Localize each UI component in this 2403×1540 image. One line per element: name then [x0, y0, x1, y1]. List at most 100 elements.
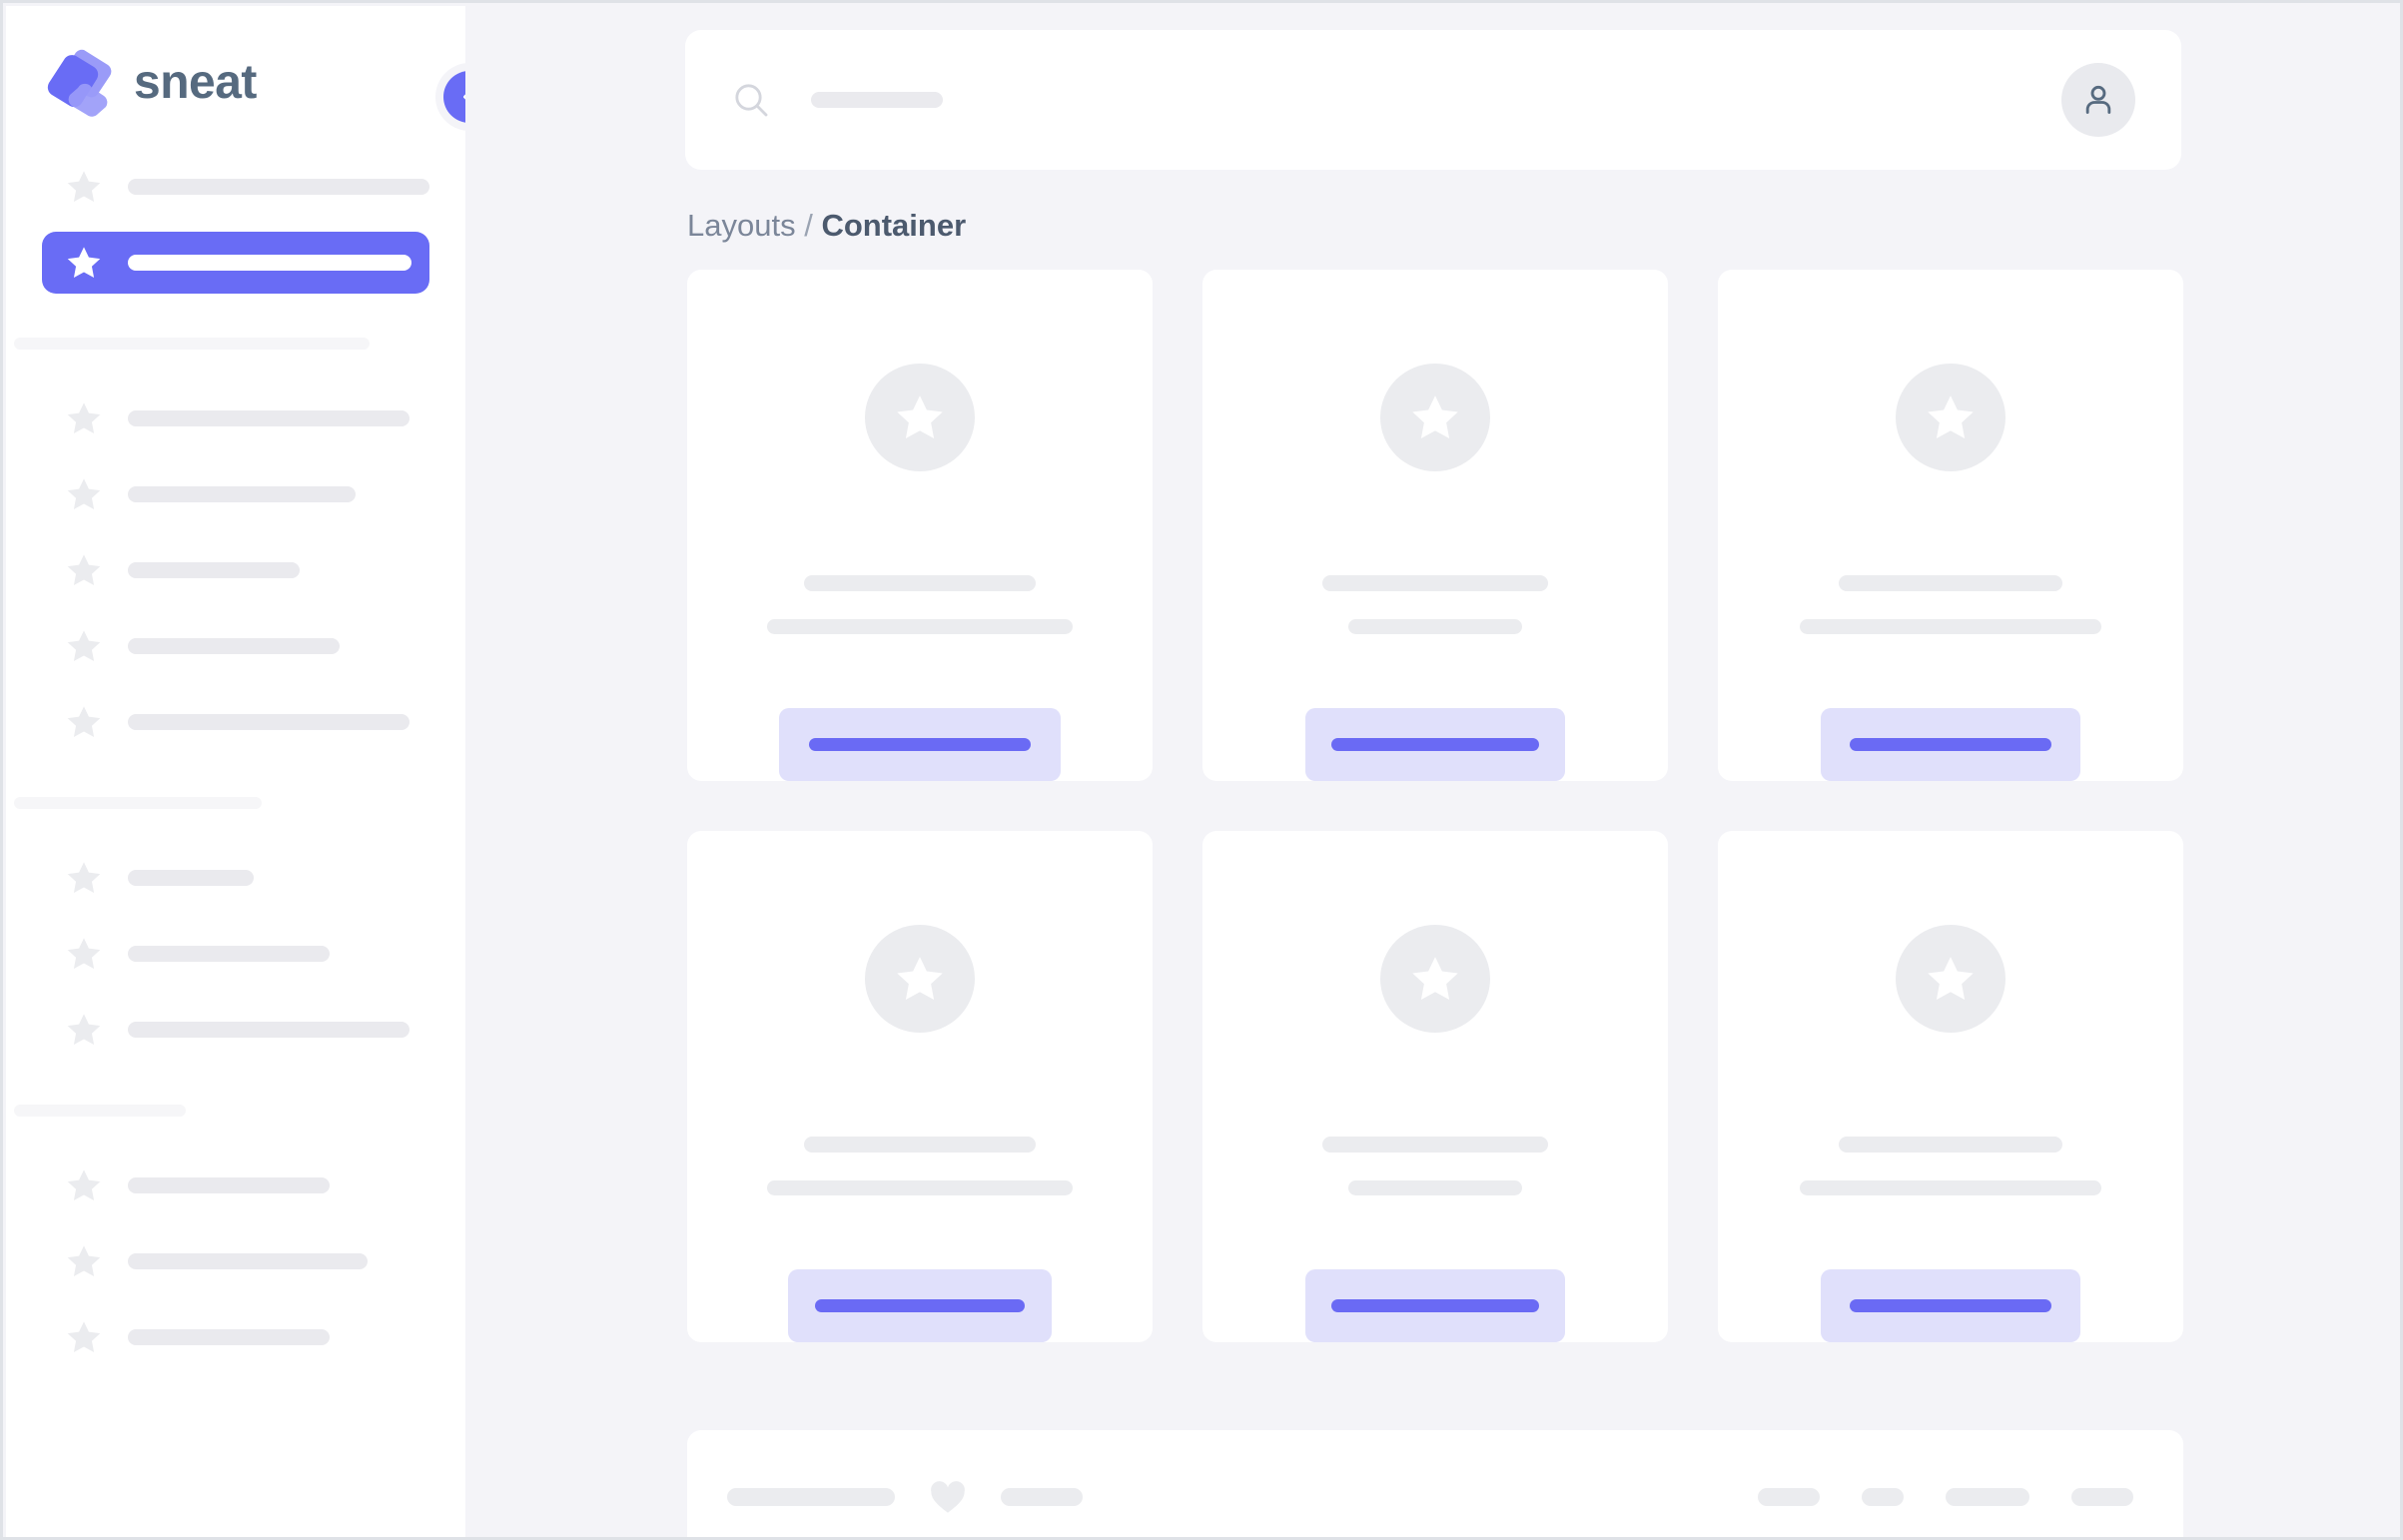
footer-bar [687, 1430, 2183, 1537]
footer-link-bar[interactable] [2071, 1488, 2133, 1506]
avatar[interactable] [2061, 63, 2135, 137]
card-subtitle-bar [767, 618, 1073, 635]
card-avatar [1380, 364, 1490, 471]
heart-icon[interactable] [927, 1476, 969, 1518]
footer-link-bar[interactable] [1862, 1488, 1904, 1506]
breadcrumb-parent[interactable]: Layouts [687, 208, 796, 243]
card-action-button[interactable] [1305, 1269, 1565, 1342]
card-action-button[interactable] [1821, 708, 2080, 781]
card-action-button[interactable] [1305, 708, 1565, 781]
sidebar: sneat [6, 6, 465, 1537]
content-card [1718, 831, 2183, 1342]
footer-bar-a [727, 1488, 895, 1506]
star-icon [1928, 395, 1974, 438]
sidebar-item-label-bar [128, 714, 409, 730]
footer-link-bar[interactable] [1946, 1488, 2029, 1506]
card-title-bar [1839, 1136, 2062, 1153]
sidebar-item[interactable] [42, 387, 429, 449]
card-avatar [1896, 364, 2005, 471]
star-icon [67, 402, 101, 433]
sidebar-nav [6, 156, 465, 1368]
star-icon [67, 1014, 101, 1045]
footer-bar-b [1001, 1488, 1083, 1506]
spacer [6, 1216, 465, 1230]
spacer [6, 677, 465, 691]
star-icon [67, 938, 101, 969]
sidebar-item-label-bar [128, 1253, 368, 1269]
card-action-button-label-bar [809, 738, 1031, 752]
sidebar-item[interactable] [42, 463, 429, 525]
sidebar-item-label-bar [128, 562, 300, 578]
topbar [685, 30, 2181, 170]
star-icon [1412, 395, 1458, 438]
spacer [6, 218, 465, 232]
spacer [6, 1292, 465, 1306]
footer-left-group [727, 1476, 1083, 1518]
card-avatar [1380, 925, 1490, 1033]
card-title-bar [1322, 574, 1548, 591]
sidebar-item-active[interactable] [42, 232, 429, 294]
star-icon [67, 630, 101, 661]
card-subtitle-bar [1348, 1179, 1522, 1196]
card-subtitle-bar [1800, 1179, 2101, 1196]
content-card [1718, 270, 2183, 781]
sidebar-item[interactable] [42, 1306, 429, 1368]
star-icon [67, 706, 101, 737]
card-title-bar [804, 1136, 1036, 1153]
card-title-bar [1322, 1136, 1548, 1153]
star-icon [67, 1321, 101, 1352]
card-action-button-label-bar [1850, 1299, 2051, 1313]
sidebar-item[interactable] [42, 999, 429, 1061]
spacer [6, 449, 465, 463]
breadcrumb-current: Container [821, 208, 967, 243]
sidebar-item[interactable] [42, 847, 429, 909]
sidebar-item[interactable] [42, 1230, 429, 1292]
sidebar-item-label-bar [128, 1022, 409, 1038]
star-icon [897, 395, 943, 438]
card-action-button-label-bar [1331, 738, 1539, 752]
sidebar-item[interactable] [42, 923, 429, 985]
card-subtitle-bar [1800, 618, 2101, 635]
sidebar-item[interactable] [42, 539, 429, 601]
star-icon [897, 957, 943, 1000]
card-avatar [865, 925, 975, 1033]
brand[interactable]: sneat [46, 48, 257, 118]
card-action-button[interactable] [1821, 1269, 2080, 1342]
card-action-button[interactable] [779, 708, 1061, 781]
sidebar-collapse-ring [435, 63, 465, 131]
card-action-button-label-bar [1331, 1299, 1539, 1313]
star-icon [67, 171, 101, 202]
spacer [6, 601, 465, 615]
sidebar-item[interactable] [42, 1155, 429, 1216]
content-card [687, 270, 1153, 781]
star-icon [67, 1245, 101, 1276]
sidebar-item[interactable] [42, 691, 429, 753]
search-placeholder-bar [811, 92, 943, 108]
sidebar-item-label-bar [128, 946, 330, 962]
card-avatar [865, 364, 975, 471]
sidebar-item-label-bar [128, 1329, 330, 1345]
sidebar-item-label-bar [128, 870, 254, 886]
card-title-bar [804, 574, 1036, 591]
star-icon [67, 247, 101, 278]
content-card [1202, 831, 1668, 1342]
search-input[interactable] [731, 30, 943, 170]
sidebar-item-label-bar [128, 486, 356, 502]
sidebar-collapse-button[interactable] [443, 71, 465, 123]
star-icon [1412, 957, 1458, 1000]
spacer [6, 525, 465, 539]
sidebar-item-label-bar [128, 410, 409, 426]
content-card [687, 831, 1153, 1342]
breadcrumb-separator: / [804, 208, 813, 243]
footer-link-bar[interactable] [1758, 1488, 1820, 1506]
sidebar-item[interactable] [42, 156, 429, 218]
card-avatar [1896, 925, 2005, 1033]
card-action-button[interactable] [788, 1269, 1052, 1342]
sidebar-item[interactable] [42, 615, 429, 677]
sidebar-item-label-bar [128, 638, 340, 654]
sidebar-item-label-bar [128, 179, 429, 195]
star-icon [67, 862, 101, 893]
card-subtitle-bar [767, 1179, 1073, 1196]
star-icon [1928, 957, 1974, 1000]
